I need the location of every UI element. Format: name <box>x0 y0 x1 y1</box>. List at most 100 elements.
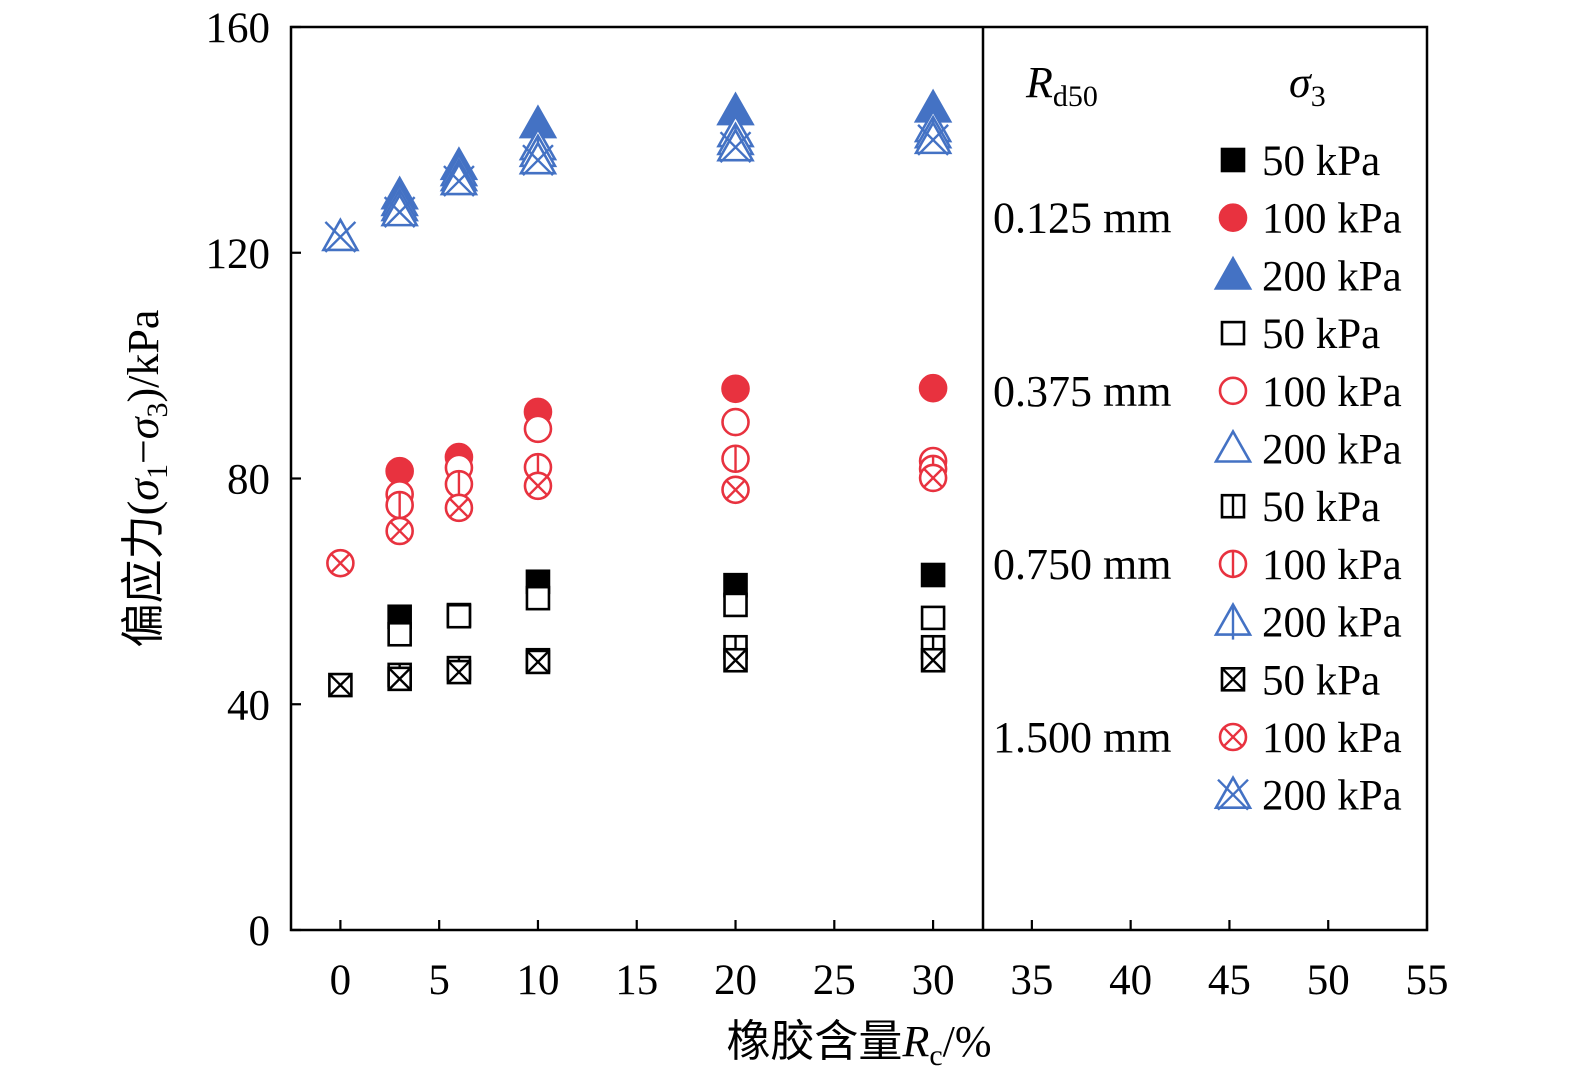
marker-cross-line <box>527 475 549 496</box>
legend-entry-label: 100 kPa <box>1262 369 1402 416</box>
x-tick-label: 25 <box>813 957 856 1004</box>
axes-layer: 0 5 10 15 20 25 30 35 40 45 50 55 0 40 80 120 160 <box>206 5 1449 1004</box>
legend-entry: 50 kPa <box>1220 484 1380 531</box>
legend-entry: 200 kPa <box>1213 427 1402 474</box>
legend-entry: 50 kPa <box>1220 138 1380 185</box>
data-point <box>444 493 474 523</box>
marker-cross-line <box>719 131 752 164</box>
label-segment: R <box>901 1017 929 1066</box>
data-point <box>446 659 472 685</box>
legend-entry: 100 kPa <box>1218 196 1402 243</box>
y-tick-label: 40 <box>227 682 270 729</box>
y-tick-label: 80 <box>227 457 270 504</box>
marker-triangle <box>913 120 953 155</box>
data-point <box>525 585 551 611</box>
y-tick-label: 0 <box>249 908 271 955</box>
legend-entry-label: 200 kPa <box>1262 773 1402 820</box>
series-square-filled <box>387 562 946 630</box>
marker-square <box>1220 147 1246 173</box>
data-point <box>721 444 750 474</box>
legend-entry-label: 50 kPa <box>1262 657 1380 704</box>
legend-entry-label: 50 kPa <box>1262 484 1380 531</box>
marker-cross-line <box>526 650 550 674</box>
marker-cross-line <box>328 673 353 697</box>
series-square-hollow <box>387 585 946 647</box>
legend-marker <box>1213 255 1253 290</box>
label-segment: 3 <box>141 403 174 418</box>
legend-entry: 200 kPa <box>1213 253 1402 300</box>
series-circle-cross <box>326 463 948 578</box>
marker-cross-line <box>1222 726 1244 748</box>
legend-marker <box>1213 428 1253 463</box>
marker-triangle <box>716 127 755 162</box>
data-point <box>918 463 948 493</box>
data-point <box>918 373 948 403</box>
y-tick-label: 160 <box>206 5 271 52</box>
axis-titles: 橡胶含量Rc/%偏应力(σ1−σ3)/kPa <box>119 310 992 1072</box>
legend: Rd50 σ3 0.125 mm 50 kPa 100 kPa 200 kPa 0.375 … <box>993 58 1402 820</box>
label-segment: /% <box>943 1017 992 1066</box>
data-point <box>920 647 946 673</box>
marker-circle <box>1218 203 1248 232</box>
marker-cross-line <box>324 221 357 253</box>
data-point <box>721 475 750 505</box>
marker-triangle <box>321 217 360 252</box>
legend-group-label: 0.750 mm <box>993 540 1171 589</box>
legend-entry-label: 50 kPa <box>1262 138 1380 185</box>
data-point <box>723 647 748 673</box>
marker-cross-line <box>723 648 748 673</box>
legend-header-rd50: Rd50 <box>1025 58 1098 113</box>
label-segment: 橡胶含量 <box>726 1017 902 1066</box>
data-point <box>439 161 479 197</box>
marker-triangle <box>1213 255 1253 290</box>
legend-entry: 50 kPa <box>1220 657 1380 704</box>
marker-circle <box>721 407 750 437</box>
x-tick-label: 15 <box>615 957 658 1004</box>
marker-cross-line <box>383 196 416 228</box>
marker-cross-line <box>725 479 746 500</box>
legend-entry: 200 kPa <box>1213 600 1402 647</box>
data-point <box>385 490 414 520</box>
series-square-cross <box>328 647 946 698</box>
y-axis-title: 偏应力(σ1−σ3)/kPa <box>119 310 174 648</box>
marker-triangle <box>518 140 558 175</box>
data-point <box>387 666 412 692</box>
marker-cross-line <box>917 124 949 156</box>
legend-header-subscript: d50 <box>1053 80 1098 113</box>
legend-header-symbol: R <box>1025 58 1053 107</box>
y-tick-label: 120 <box>206 231 271 278</box>
legend-entry-label: 100 kPa <box>1262 196 1402 243</box>
data-point <box>444 469 474 499</box>
x-tick-label: 55 <box>1406 957 1449 1004</box>
marker-square <box>920 562 946 588</box>
x-tick-label: 10 <box>516 957 559 1004</box>
marker-cross-line <box>522 144 554 177</box>
marker-cross-line <box>443 165 475 197</box>
legend-marker <box>1218 722 1248 752</box>
marker-cross-line <box>389 520 410 542</box>
label-segment: 1 <box>141 464 174 479</box>
data-point <box>387 621 412 647</box>
marker-square <box>1220 320 1246 346</box>
legend-entry-label: 200 kPa <box>1262 427 1402 474</box>
data-point <box>913 120 953 156</box>
marker-cross-line <box>1221 667 1245 692</box>
x-tick-label: 20 <box>714 957 757 1004</box>
data-point <box>446 603 472 629</box>
x-tick-label: 40 <box>1109 957 1152 1004</box>
legend-entry: 100 kPa <box>1218 715 1402 762</box>
marker-square <box>525 585 551 611</box>
x-tick-label: 0 <box>330 957 352 1004</box>
legend-marker <box>1213 775 1253 811</box>
marker-triangle <box>380 192 419 227</box>
legend-group-label: 0.125 mm <box>993 194 1171 243</box>
x-tick-label: 5 <box>428 957 450 1004</box>
legend-marker <box>1218 203 1248 232</box>
marker-circle <box>1218 376 1248 406</box>
data-point <box>328 672 353 698</box>
marker-circle <box>721 374 750 404</box>
legend-group-label: 1.500 mm <box>993 713 1171 762</box>
marker-square <box>920 605 946 631</box>
marker-circle <box>918 373 948 403</box>
